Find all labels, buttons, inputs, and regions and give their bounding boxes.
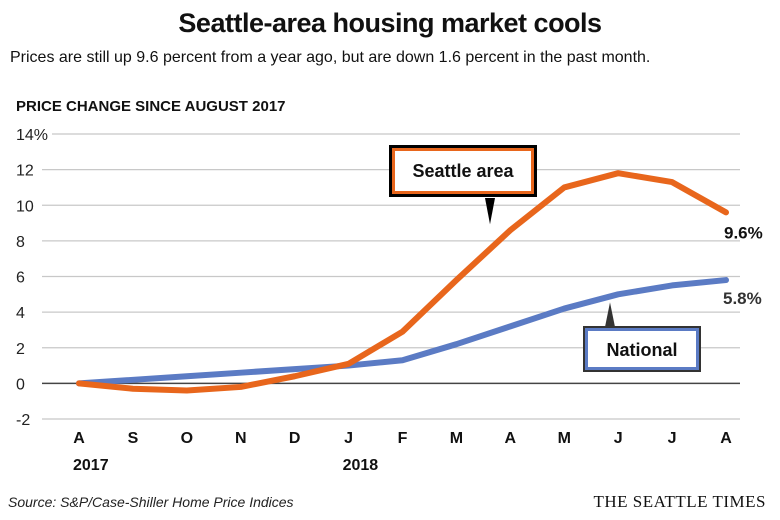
seattle-end-label: 9.6% bbox=[724, 223, 763, 242]
seattle-callout-pointer bbox=[485, 198, 495, 225]
y-tick-label: 8 bbox=[16, 234, 25, 251]
x-tick-label: D bbox=[289, 430, 301, 447]
source-note: Source: S&P/Case-Shiller Home Price Indi… bbox=[8, 494, 294, 510]
y-tick-label: 0 bbox=[16, 376, 25, 393]
x-tick-label: A bbox=[73, 430, 85, 447]
x-tick-label: M bbox=[450, 430, 463, 447]
national-end-label: 5.8% bbox=[723, 289, 762, 308]
x-tick-label: A bbox=[505, 430, 517, 447]
x-tick-label: J bbox=[614, 430, 623, 447]
x-tick-label: J bbox=[344, 430, 353, 447]
y-tick-label: 10 bbox=[16, 198, 34, 215]
year-label: 2018 bbox=[343, 457, 379, 474]
seattle-callout-box bbox=[395, 151, 531, 191]
year-label: 2017 bbox=[73, 457, 109, 474]
x-tick-label: M bbox=[558, 430, 571, 447]
publisher-logo: THE SEATTLE TIMES bbox=[593, 492, 766, 511]
x-tick-label: O bbox=[181, 430, 193, 447]
seattle-callout-label: Seattle area bbox=[412, 161, 514, 181]
x-tick-label: J bbox=[668, 430, 677, 447]
y-tick-label: 4 bbox=[16, 305, 25, 322]
y-axis-title: PRICE CHANGE SINCE AUGUST 2017 bbox=[16, 98, 286, 115]
chart-title: Seattle-area housing market cools bbox=[178, 8, 602, 38]
y-tick-label: 6 bbox=[16, 270, 25, 287]
x-tick-label: A bbox=[720, 430, 732, 447]
y-tick-label: 12 bbox=[16, 163, 34, 180]
national-callout-box bbox=[588, 331, 696, 367]
national-callout-label: National bbox=[606, 340, 677, 360]
x-tick-label: N bbox=[235, 430, 247, 447]
national-callout-pointer bbox=[605, 302, 615, 327]
chart-subtitle: Prices are still up 9.6 percent from a y… bbox=[10, 49, 651, 66]
x-tick-label: F bbox=[398, 430, 408, 447]
x-tick-label: S bbox=[128, 430, 139, 447]
y-tick-label: 14% bbox=[16, 127, 48, 144]
y-tick-label: -2 bbox=[16, 412, 30, 429]
y-tick-label: 2 bbox=[16, 341, 25, 358]
